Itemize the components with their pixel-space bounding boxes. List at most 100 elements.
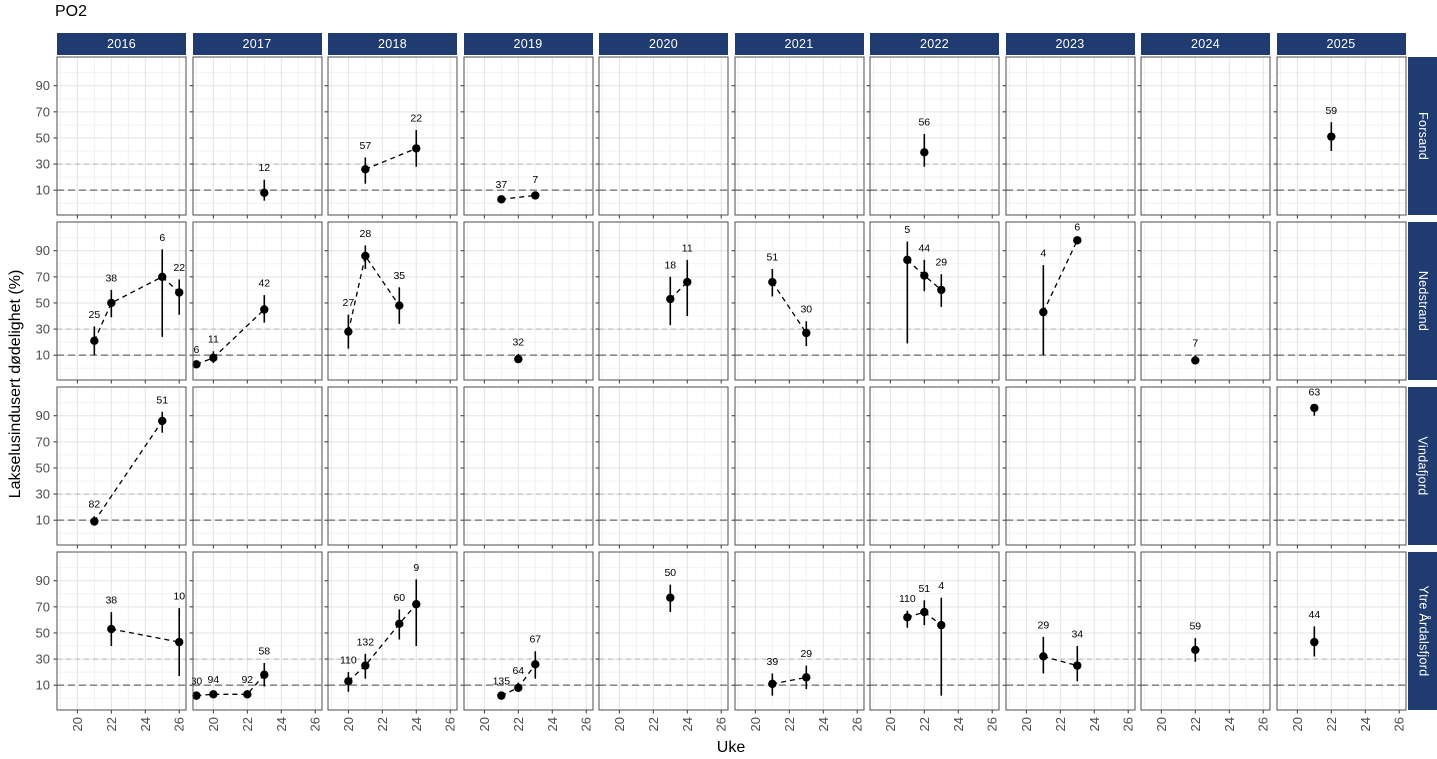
col-facet-strip-2019: 2019 bbox=[463, 33, 593, 55]
panel-background bbox=[599, 57, 728, 215]
data-point bbox=[920, 148, 929, 157]
data-point bbox=[344, 677, 353, 686]
point-label: 29 bbox=[1037, 619, 1049, 631]
x-axis-tick-label: 24 bbox=[951, 717, 966, 731]
panel-background bbox=[463, 57, 593, 215]
x-axis-tick-label: 26 bbox=[849, 717, 864, 731]
y-axis-tick-label: 10 bbox=[36, 183, 50, 198]
x-axis-tick-label: 26 bbox=[1391, 717, 1406, 731]
point-label: 39 bbox=[766, 656, 778, 668]
x-axis-tick-label: 22 bbox=[104, 717, 119, 731]
y-axis-tick-label: 50 bbox=[36, 130, 50, 145]
x-axis-tick-label: 26 bbox=[714, 717, 729, 731]
trend-line bbox=[1042, 240, 1078, 313]
panel-background bbox=[1276, 222, 1406, 380]
point-label: 10 bbox=[173, 591, 185, 603]
point-label: 30 bbox=[800, 304, 812, 316]
panel-border bbox=[1276, 56, 1406, 216]
data-point bbox=[1038, 307, 1048, 317]
point-label: 38 bbox=[105, 272, 117, 284]
facet-panel-forsand-2019: 37 7 bbox=[460, 56, 593, 219]
x-axis-tick-label: 20 bbox=[1018, 717, 1033, 731]
y-axis-tick-label: 30 bbox=[36, 652, 50, 667]
data-point bbox=[1309, 637, 1319, 647]
point-label: 82 bbox=[88, 499, 100, 511]
panel-border bbox=[192, 386, 322, 546]
panel-background bbox=[192, 552, 322, 710]
point-label: 110 bbox=[340, 655, 357, 667]
x-axis-tick-label: 26 bbox=[307, 717, 322, 731]
point-label: 29 bbox=[935, 257, 947, 269]
panel-background bbox=[192, 57, 322, 215]
point-label: 51 bbox=[918, 583, 930, 595]
data-point bbox=[1191, 645, 1200, 655]
data-point bbox=[361, 251, 370, 261]
trend-line bbox=[1042, 655, 1077, 667]
data-point bbox=[1038, 652, 1048, 661]
point-label: 51 bbox=[766, 252, 778, 264]
y-axis-title: Lakselusindusert dødelighet (%) bbox=[7, 269, 24, 499]
panel-background bbox=[328, 57, 457, 215]
point-label: 27 bbox=[343, 297, 355, 309]
facet-panel-forsand-2021 bbox=[731, 56, 864, 219]
y-axis-tick-label: 30 bbox=[36, 322, 50, 337]
point-label: 59 bbox=[1325, 105, 1337, 117]
col-facet-strip-2016: 2016 bbox=[57, 33, 186, 55]
facet-panel-forsand-2017: 12 bbox=[189, 56, 322, 219]
col-facet-strip-2017: 2017 bbox=[192, 33, 322, 55]
x-axis-tick-label: 26 bbox=[172, 717, 187, 731]
panel-border bbox=[56, 386, 187, 546]
row-facet-label: Forsand bbox=[1416, 112, 1430, 160]
data-point bbox=[513, 683, 523, 693]
point-label: 38 bbox=[105, 595, 117, 607]
panel-background bbox=[328, 222, 457, 380]
data-point bbox=[175, 637, 184, 647]
point-label: 22 bbox=[410, 113, 422, 125]
facet-panel-vindafjord-2020 bbox=[595, 386, 729, 549]
y-axis-tick-label: 10 bbox=[36, 513, 50, 528]
x-axis-tick-label: 26 bbox=[985, 717, 1000, 731]
facet-panel-ytre-årdalsfjord-2017: 30 94 92 58 20 22 24 26 bbox=[189, 551, 322, 731]
panel-background bbox=[1005, 222, 1135, 380]
panel-border bbox=[1005, 386, 1135, 546]
panel-background bbox=[57, 57, 186, 215]
facet-panel-ytre-årdalsfjord-2024: 59 20 22 24 26 bbox=[1137, 551, 1271, 731]
facet-panel-nedstrand-2016: 25 38 6 22 10 30 50 70 90 bbox=[36, 221, 187, 384]
panel-border bbox=[1005, 56, 1135, 216]
data-point bbox=[496, 195, 506, 204]
y-axis-tick-label: 30 bbox=[36, 157, 50, 172]
data-point bbox=[90, 336, 99, 346]
panel-background bbox=[870, 222, 999, 380]
facet-panel-nedstrand-2020: 18 11 bbox=[595, 221, 729, 384]
row-facet-label: Nedstrand bbox=[1416, 270, 1430, 332]
facet-panel-vindafjord-2021 bbox=[731, 386, 864, 549]
data-point bbox=[175, 288, 184, 297]
data-point bbox=[158, 416, 167, 426]
trend-line bbox=[347, 603, 417, 682]
panel-background bbox=[328, 552, 457, 710]
trend-line bbox=[771, 676, 806, 685]
x-axis-tick-label: 24 bbox=[544, 717, 559, 731]
panel-border bbox=[1005, 221, 1135, 381]
facet-panel-vindafjord-2025: 63 bbox=[1273, 386, 1406, 549]
facet-panel-vindafjord-2022 bbox=[866, 386, 1000, 549]
point-label: 7 bbox=[1192, 338, 1198, 350]
point-label: 51 bbox=[156, 394, 168, 406]
panel-border bbox=[463, 221, 593, 381]
facet-panel-nedstrand-2021: 51 30 bbox=[731, 221, 864, 384]
panel-background bbox=[1005, 387, 1135, 545]
x-axis-tick-label: 26 bbox=[443, 717, 458, 731]
point-label: 22 bbox=[173, 262, 185, 274]
y-axis-tick-label: 70 bbox=[36, 434, 50, 449]
panel-background bbox=[1141, 57, 1270, 215]
data-point bbox=[513, 354, 523, 364]
facet-panel-forsand-2020 bbox=[595, 56, 729, 219]
facet-panel-ytre-årdalsfjord-2022: 110 51 4 20 22 24 26 bbox=[866, 551, 1000, 731]
x-axis-tick-label: 22 bbox=[917, 717, 932, 731]
panel-background bbox=[599, 222, 728, 380]
facet-panel-vindafjord-2017 bbox=[189, 386, 322, 549]
point-label: 6 bbox=[193, 344, 199, 356]
point-label: 67 bbox=[529, 634, 541, 646]
y-axis-tick-label: 70 bbox=[36, 269, 50, 284]
